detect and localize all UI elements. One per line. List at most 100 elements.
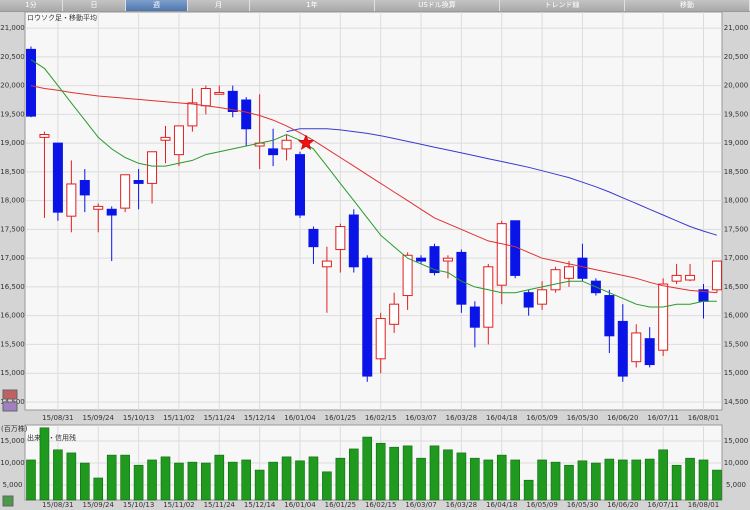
volume-bar bbox=[429, 445, 440, 501]
x-tick-label: 16/02/15 bbox=[365, 414, 396, 422]
volume-bar bbox=[685, 457, 695, 501]
volume-bar bbox=[39, 427, 50, 501]
x-tick-label: 15/10/13 bbox=[123, 414, 154, 422]
y-tick-label: 18,500 bbox=[724, 168, 749, 176]
x-tick-label: 15/12/14 bbox=[244, 501, 276, 509]
y-tick-label: 19,000 bbox=[724, 139, 749, 147]
candle-body bbox=[295, 154, 305, 216]
y-tick-label: 15,500 bbox=[0, 340, 25, 348]
y-tick-label: 20,500 bbox=[0, 53, 25, 61]
tab[interactable]: トレンド線 bbox=[500, 0, 625, 11]
candle-body bbox=[187, 102, 198, 127]
volume-bar bbox=[53, 449, 63, 501]
plot-area bbox=[24, 11, 723, 411]
volume-bar bbox=[510, 459, 521, 501]
x-tick-label: 16/03/28 bbox=[446, 414, 477, 422]
volume-bar bbox=[80, 462, 90, 501]
candle-body bbox=[52, 142, 63, 213]
unit-label: (百万株) bbox=[1, 424, 28, 433]
volume-bar bbox=[604, 458, 615, 501]
volume-bar bbox=[66, 452, 77, 501]
star-marker bbox=[297, 134, 315, 151]
volume-bar bbox=[322, 471, 332, 501]
y-tick-label: 17,500 bbox=[724, 225, 749, 233]
y-tick-label: 15,000 bbox=[0, 369, 25, 377]
volume-bar bbox=[281, 456, 292, 501]
candle-body bbox=[26, 48, 36, 117]
volume-bar bbox=[671, 464, 682, 501]
volume-bar bbox=[335, 457, 346, 501]
tab[interactable]: 月 bbox=[188, 0, 250, 11]
candle-body bbox=[93, 205, 104, 210]
moving-average bbox=[30, 59, 717, 308]
y-tick-label: 17,000 bbox=[0, 254, 25, 262]
y-tick-label: 19,000 bbox=[0, 139, 25, 147]
tab[interactable]: 週 bbox=[126, 0, 188, 11]
candle-body bbox=[389, 303, 400, 325]
volume-bar bbox=[201, 462, 211, 501]
volume-bar bbox=[470, 457, 480, 501]
volume-bar bbox=[617, 459, 628, 501]
volume-bar bbox=[564, 464, 574, 501]
volume-bar bbox=[174, 462, 184, 501]
y-tick-label: 19,500 bbox=[724, 110, 749, 118]
volume-bar bbox=[227, 461, 238, 501]
volume-bar bbox=[93, 477, 104, 501]
volume-bar bbox=[295, 460, 305, 501]
x-tick-label: 15/12/14 bbox=[244, 414, 276, 422]
volume-bar bbox=[160, 456, 171, 501]
y-tick-label: 16,000 bbox=[724, 312, 749, 320]
x-tick-label: 15/09/24 bbox=[83, 414, 115, 422]
x-tick-label: 16/05/30 bbox=[567, 501, 598, 509]
volume-bar bbox=[147, 459, 157, 501]
volume-bar bbox=[416, 457, 426, 501]
volume-bar bbox=[483, 459, 494, 501]
tab[interactable]: 1年 bbox=[250, 0, 375, 11]
volume-bar bbox=[214, 454, 225, 501]
candle-body bbox=[160, 136, 171, 141]
candle-body bbox=[39, 134, 50, 138]
candle-body bbox=[214, 92, 225, 95]
candle-body bbox=[564, 266, 574, 279]
volume-bar bbox=[443, 449, 453, 501]
x-tick-label: 16/03/28 bbox=[446, 501, 477, 509]
volume-bar bbox=[712, 469, 722, 501]
y-tick-label: 21,000 bbox=[724, 24, 749, 32]
candle-body bbox=[631, 332, 642, 363]
y-tick-label: 20,500 bbox=[724, 53, 749, 61]
candle-body bbox=[348, 214, 359, 268]
candle-body bbox=[241, 99, 252, 130]
x-tick-label: 16/08/01 bbox=[688, 501, 719, 509]
candle-body bbox=[66, 183, 77, 217]
x-tick-label: 16/01/25 bbox=[325, 501, 356, 509]
x-tick-label: 16/02/15 bbox=[365, 501, 396, 509]
candle-body bbox=[120, 174, 131, 209]
candle-body bbox=[483, 266, 494, 328]
y-tick-label: 5,000 bbox=[2, 481, 22, 489]
tab[interactable]: 1分 bbox=[0, 0, 63, 11]
candle-body bbox=[106, 208, 117, 216]
y-tick-label: 15,000 bbox=[724, 437, 749, 445]
volume-bar bbox=[254, 469, 265, 501]
y-tick-label: 20,000 bbox=[724, 82, 749, 90]
candle-body bbox=[335, 226, 346, 251]
candle-body bbox=[496, 223, 507, 286]
candle-body bbox=[200, 87, 211, 107]
volume-bar bbox=[402, 445, 413, 501]
panel-title: ロウソク足・移動平均 bbox=[27, 13, 97, 22]
volume-bar bbox=[577, 460, 588, 501]
x-tick-label: 16/04/18 bbox=[486, 414, 517, 422]
candle-body bbox=[671, 274, 682, 282]
tab[interactable]: 日 bbox=[63, 0, 126, 11]
y-tick-label: 21,000 bbox=[0, 24, 25, 32]
candle-body bbox=[375, 318, 386, 360]
x-tick-label: 16/01/04 bbox=[284, 501, 316, 509]
tab[interactable]: USドル換算 bbox=[375, 0, 500, 11]
y-tick-label: 17,000 bbox=[724, 254, 749, 262]
y-tick-label: 18,500 bbox=[0, 168, 25, 176]
candle-body bbox=[604, 295, 615, 337]
candle-body bbox=[147, 151, 158, 184]
candle-body bbox=[537, 289, 548, 305]
volume-bar bbox=[658, 449, 668, 501]
